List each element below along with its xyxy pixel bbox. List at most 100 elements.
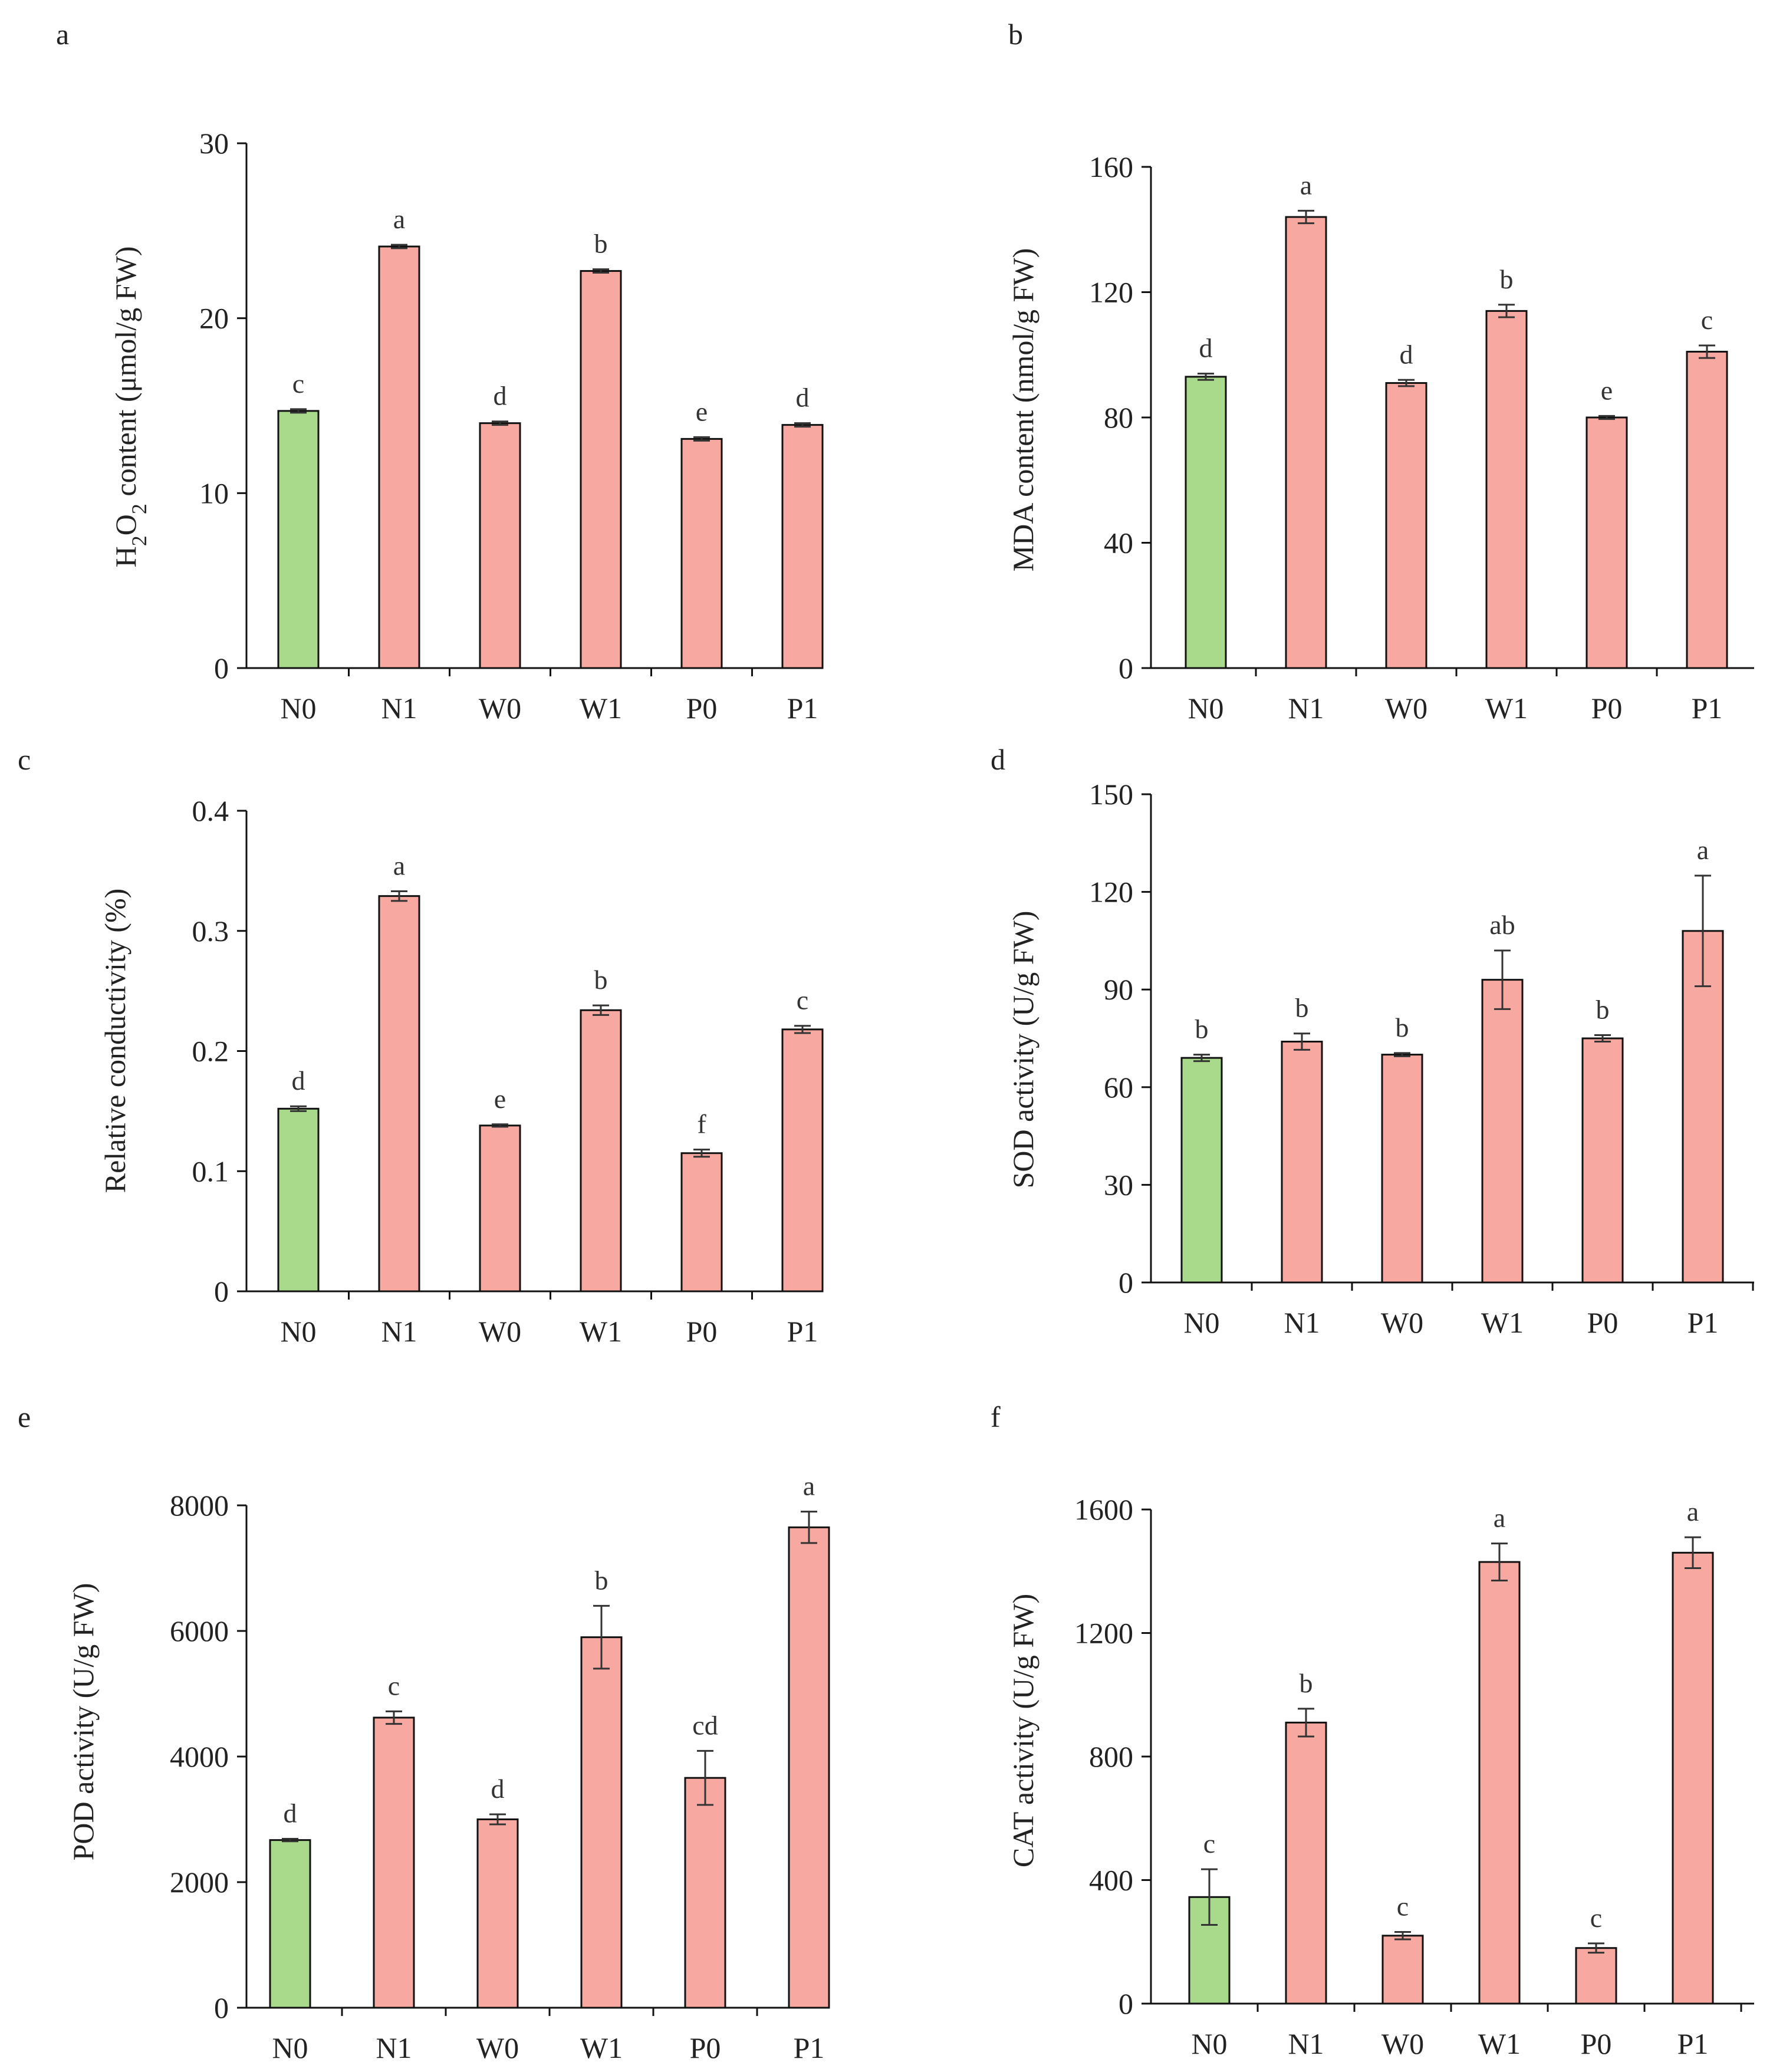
panel-d-significance-w0: b <box>1396 1012 1409 1042</box>
panel-c-bar-w1 <box>580 1009 622 1292</box>
panel-e-significance-p1: a <box>803 1471 815 1501</box>
panel-d-x-label-n0: N0 <box>1183 1306 1219 1339</box>
panel-a-bar-p0 <box>680 438 723 669</box>
panel-b-y-tick-label: 0 <box>1119 652 1133 685</box>
panel-f-y-tick-label: 1200 <box>1074 1617 1133 1650</box>
panel-d-bar-p1 <box>1682 930 1724 1284</box>
panel-d-y-axis-title: SOD activity (U/g FW) <box>1006 911 1040 1189</box>
panel-d-significance-n1: b <box>1295 993 1309 1023</box>
panel-b-y-axis-title: MDA content (nmol/g FW) <box>1006 248 1040 572</box>
panel-a-bar-p1 <box>781 424 824 669</box>
panel-e-bar-w0 <box>476 1818 519 2009</box>
panel-d-bar-n1 <box>1281 1041 1323 1284</box>
panel-b-bar-n1 <box>1285 216 1327 669</box>
panel-e-x-label-n0: N0 <box>272 2031 308 2064</box>
panel-b: b MDA content (nmol/g FW) 0 40 80 120 160 d N0… <box>1006 18 1754 725</box>
panel-c-significance-p1: c <box>797 985 808 1015</box>
panel-b-significance-p1: c <box>1701 305 1713 335</box>
panel-a-significance-n0: c <box>292 369 304 399</box>
panel-c-significance-w1: b <box>594 965 608 995</box>
panel-a-y-axis-title: H2O2 content (μmol/g FW) <box>109 246 151 568</box>
panel-a-y-tick-label: 20 <box>199 302 229 335</box>
panel-a-significance-p0: e <box>696 396 708 426</box>
panel-a: a H2O2 content (μmol/g FW) 0102030cN0aN1… <box>56 18 824 725</box>
panel-b-bar-w0 <box>1385 382 1427 669</box>
panel-b-bar-n0 <box>1185 376 1227 669</box>
panel-a-y-tick-label: 0 <box>214 652 229 685</box>
panel-a-ylabel-o: O <box>109 514 142 535</box>
panel-d-significance-w1: ab <box>1489 910 1515 940</box>
panel-c-x-label-p0: P0 <box>686 1315 718 1348</box>
panel-d-y-tick-label: 90 <box>1104 973 1133 1006</box>
panel-f-y-tick-label: 1600 <box>1074 1493 1133 1526</box>
panel-f-x-label-p0: P0 <box>1581 2027 1612 2060</box>
panel-a-bar-w0 <box>479 422 521 669</box>
panel-e-bar-w1 <box>580 1636 623 2009</box>
panel-c-x-label-n0: N0 <box>280 1315 316 1348</box>
panel-f-bar-w0 <box>1381 1935 1424 2005</box>
panel-c-y-axis-title: Relative conductivity (%) <box>98 889 131 1193</box>
panel-a-ylabel-rest: content (μmol/g FW) <box>109 246 142 504</box>
panel-f-significance-p0: c <box>1590 1903 1602 1933</box>
panel-a-x-label-n1: N1 <box>381 692 417 725</box>
panel-b-label: b <box>1008 18 1023 51</box>
panel-e-bar-p1 <box>788 1526 830 2009</box>
panel-a-x-label-w1: W1 <box>580 692 622 725</box>
panel-b-y-tick-label: 120 <box>1089 276 1133 309</box>
panel-d-bar-w0 <box>1381 1054 1423 1284</box>
panel-e-y-axis-title: POD activity (U/g FW) <box>67 1583 100 1861</box>
panel-a-significance-p1: d <box>796 383 810 413</box>
panel-d-x-label-w0: W0 <box>1381 1306 1423 1339</box>
panel-a-significance-w0: d <box>494 381 507 411</box>
panel-c-bar-n1 <box>378 895 420 1292</box>
panel-a-ylabel-sub1: 2 <box>127 535 151 546</box>
panel-e-bar-n0 <box>269 1839 311 2009</box>
panel-f-bar-p1 <box>1672 1551 1714 2005</box>
panel-b-significance-p0: e <box>1601 375 1613 405</box>
panel-b-x-label-w0: W0 <box>1385 692 1427 725</box>
panel-e-x-label-w1: W1 <box>580 2031 623 2064</box>
panel-c-y-tick-label: 0.3 <box>192 915 229 948</box>
panel-c-significance-n0: d <box>292 1065 305 1096</box>
panel-f-bar-n1 <box>1285 1721 1327 2005</box>
panel-d: d SOD activity (U/g FW) 0 30 60 90 120 150 b N0… <box>991 743 1754 1339</box>
panel-b-significance-n1: a <box>1300 170 1312 200</box>
panel-d-significance-p1: a <box>1697 835 1709 865</box>
panel-b-bar-p0 <box>1585 416 1628 669</box>
panel-e-significance-p0: cd <box>692 1710 718 1740</box>
panel-c-x-label-p1: P1 <box>787 1315 818 1348</box>
panel-a-x-label-n0: N0 <box>280 692 316 725</box>
panel-d-bar-w1 <box>1481 979 1524 1284</box>
panel-b-x-label-n0: N0 <box>1188 692 1223 725</box>
panel-d-y-tick-label: 150 <box>1089 778 1133 811</box>
panel-f-y-tick-label: 0 <box>1119 1987 1133 2020</box>
panel-d-significance-p0: b <box>1596 994 1610 1024</box>
panel-e-x-label-p1: P1 <box>794 2031 825 2064</box>
panel-c-y-tick-label: 0 <box>214 1275 229 1308</box>
panel-c-bar-w0 <box>479 1124 521 1292</box>
panel-d-label: d <box>991 743 1005 776</box>
panel-a-bar-n0 <box>277 410 320 669</box>
panel-f-bar-w1 <box>1478 1561 1521 2005</box>
panel-f-significance-p1: a <box>1687 1497 1699 1527</box>
panel-b-significance-w1: b <box>1500 264 1514 294</box>
panel-c-y-tick-label: 0.4 <box>192 794 229 827</box>
panel-f-label: f <box>991 1400 1001 1433</box>
panel-b-x-label-p1: P1 <box>1692 692 1723 725</box>
panel-e-y-tick-label: 8000 <box>170 1489 229 1522</box>
panel-c-significance-p0: f <box>697 1109 706 1139</box>
panel-a-bar-n1 <box>378 245 420 669</box>
panel-b-y-tick-label: 80 <box>1104 401 1133 434</box>
panel-f-significance-n1: b <box>1300 1668 1313 1698</box>
panel-f-x-label-n1: N1 <box>1288 2027 1324 2060</box>
panel-b-x-label-n1: N1 <box>1288 692 1324 725</box>
panel-e: e POD activity (U/g FW) 0 2000 4000 6000 800… <box>18 1400 830 2064</box>
panel-e-label: e <box>18 1400 31 1433</box>
panel-a-ylabel-sub2: 2 <box>127 504 151 514</box>
panel-e-x-label-w0: W0 <box>476 2031 519 2064</box>
panel-d-x-label-w1: W1 <box>1481 1306 1524 1339</box>
panel-d-bar-p0 <box>1581 1037 1624 1284</box>
panel-a-ylabel-h: H <box>109 546 142 567</box>
panel-d-y-tick-label: 30 <box>1104 1168 1133 1201</box>
